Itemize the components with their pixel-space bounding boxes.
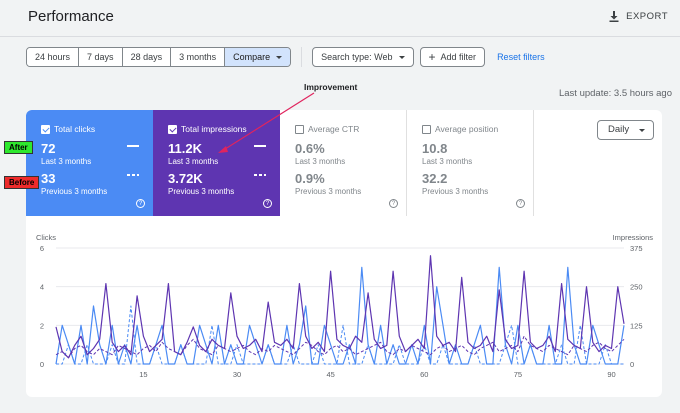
series-line-clicks-solid [55,266,625,365]
series-line-impressions-solid [55,255,625,359]
add-filter-button[interactable]: + Add filter [419,47,486,67]
solid-line-legend-icon [127,145,139,147]
metric-previous-period: Previous 3 months [168,187,235,196]
x-tick-label: 15 [139,370,147,379]
metric-total-clicks[interactable]: Total clicks 72 Last 3 months 33 Previou… [26,110,153,216]
metric-previous-period: Previous 3 months [41,187,108,196]
help-icon[interactable]: ? [389,199,398,208]
page-title: Performance [28,8,114,25]
left-tick-label: 6 [40,244,44,253]
checkbox-checked-icon[interactable] [41,124,50,134]
compare-label: Compare [233,52,271,62]
right-tick-label: 250 [630,283,643,292]
x-tick-label: 30 [233,370,241,379]
right-tick-label: 0 [630,360,634,369]
metric-label: Total impressions [181,124,247,134]
help-icon[interactable]: ? [263,199,272,208]
download-icon [609,11,619,22]
page-header: Performance EXPORT [0,0,680,34]
range-3-months[interactable]: 3 months [171,48,226,66]
range-24-hours[interactable]: 24 hours [27,48,80,66]
metric-previous-period: Previous 3 months [422,187,489,196]
left-tick-label: 4 [40,283,44,292]
right-tick-label: 125 [630,321,643,330]
checkbox-unchecked-icon[interactable] [422,124,431,134]
metric-current-value: 11.2K [168,141,202,156]
last-update-text: Last update: 3.5 hours ago [558,88,672,99]
metric-label: Total clicks [54,124,96,134]
metric-previous-value: 32.2 [422,171,448,186]
granularity-label: Daily [608,124,630,135]
right-axis-label: Impressions [613,233,654,242]
export-label: EXPORT [626,10,668,22]
help-icon[interactable]: ? [516,199,525,208]
granularity-dropdown[interactable]: Daily [597,120,654,140]
metric-current-value: 10.8 [422,141,448,156]
metric-previous-period: Previous 3 months [295,187,362,196]
x-tick-label: 45 [326,370,334,379]
search-type-label: Search type: Web [321,52,393,62]
dashed-line-legend-icon [254,174,266,176]
metric-previous-value: 0.9% [295,171,325,186]
metric-label: Average position [435,124,499,134]
before-annotation: Before [4,176,40,189]
caret-down-icon [276,56,283,60]
dashed-line-legend-icon [127,174,139,176]
left-axis-label: Clicks [36,233,56,242]
x-tick-label: 75 [514,370,522,379]
metric-current-period: Last 3 months [41,157,92,166]
caret-down-icon [639,129,645,132]
left-tick-label: 2 [40,321,44,330]
caret-down-icon [398,55,405,59]
improvement-annotation: Improvement [304,82,358,92]
metric-current-value: 72 [41,141,56,156]
metric-current-period: Last 3 months [168,157,219,166]
series-line-impressions-dashed [55,335,625,359]
metric-previous-value: 33 [41,171,56,186]
metric-current-period: Last 3 months [295,157,346,166]
metric-label: Average CTR [308,124,360,134]
header-divider [0,36,680,37]
compare-dropdown[interactable]: Compare [225,48,291,66]
search-type-dropdown[interactable]: Search type: Web [312,47,414,67]
range-7-days[interactable]: 7 days [79,48,123,66]
help-icon[interactable]: ? [136,199,145,208]
left-tick-label: 0 [40,360,44,369]
range-28-days[interactable]: 28 days [122,48,172,66]
metric-current-period: Last 3 months [422,157,473,166]
x-tick-label: 60 [420,370,428,379]
checkbox-checked-icon[interactable] [168,124,177,134]
performance-chart: Clicks Impressions 0 0 2 125 4 250 6 375 15 30 45 60 7… [36,233,654,379]
x-tick-label: 90 [607,370,615,379]
right-tick-label: 375 [630,244,643,253]
add-filter-label: Add filter [440,52,477,62]
reset-filters-link[interactable]: Reset filters [497,52,545,62]
performance-card: Total clicks 72 Last 3 months 33 Previou… [26,110,662,397]
filter-divider [301,47,303,67]
plus-icon: + [428,50,436,64]
filter-bar: 24 hours 7 days 28 days 3 months Compare… [26,47,545,67]
date-range-selector: 24 hours 7 days 28 days 3 months Compare [26,47,292,67]
after-annotation: After [4,141,33,154]
series-line-clicks-dashed [56,305,624,365]
metric-previous-value: 3.72K [168,171,203,186]
export-button[interactable]: EXPORT [608,10,668,22]
metric-average-position[interactable]: Average position 10.8 Last 3 months 32.2… [407,110,534,216]
